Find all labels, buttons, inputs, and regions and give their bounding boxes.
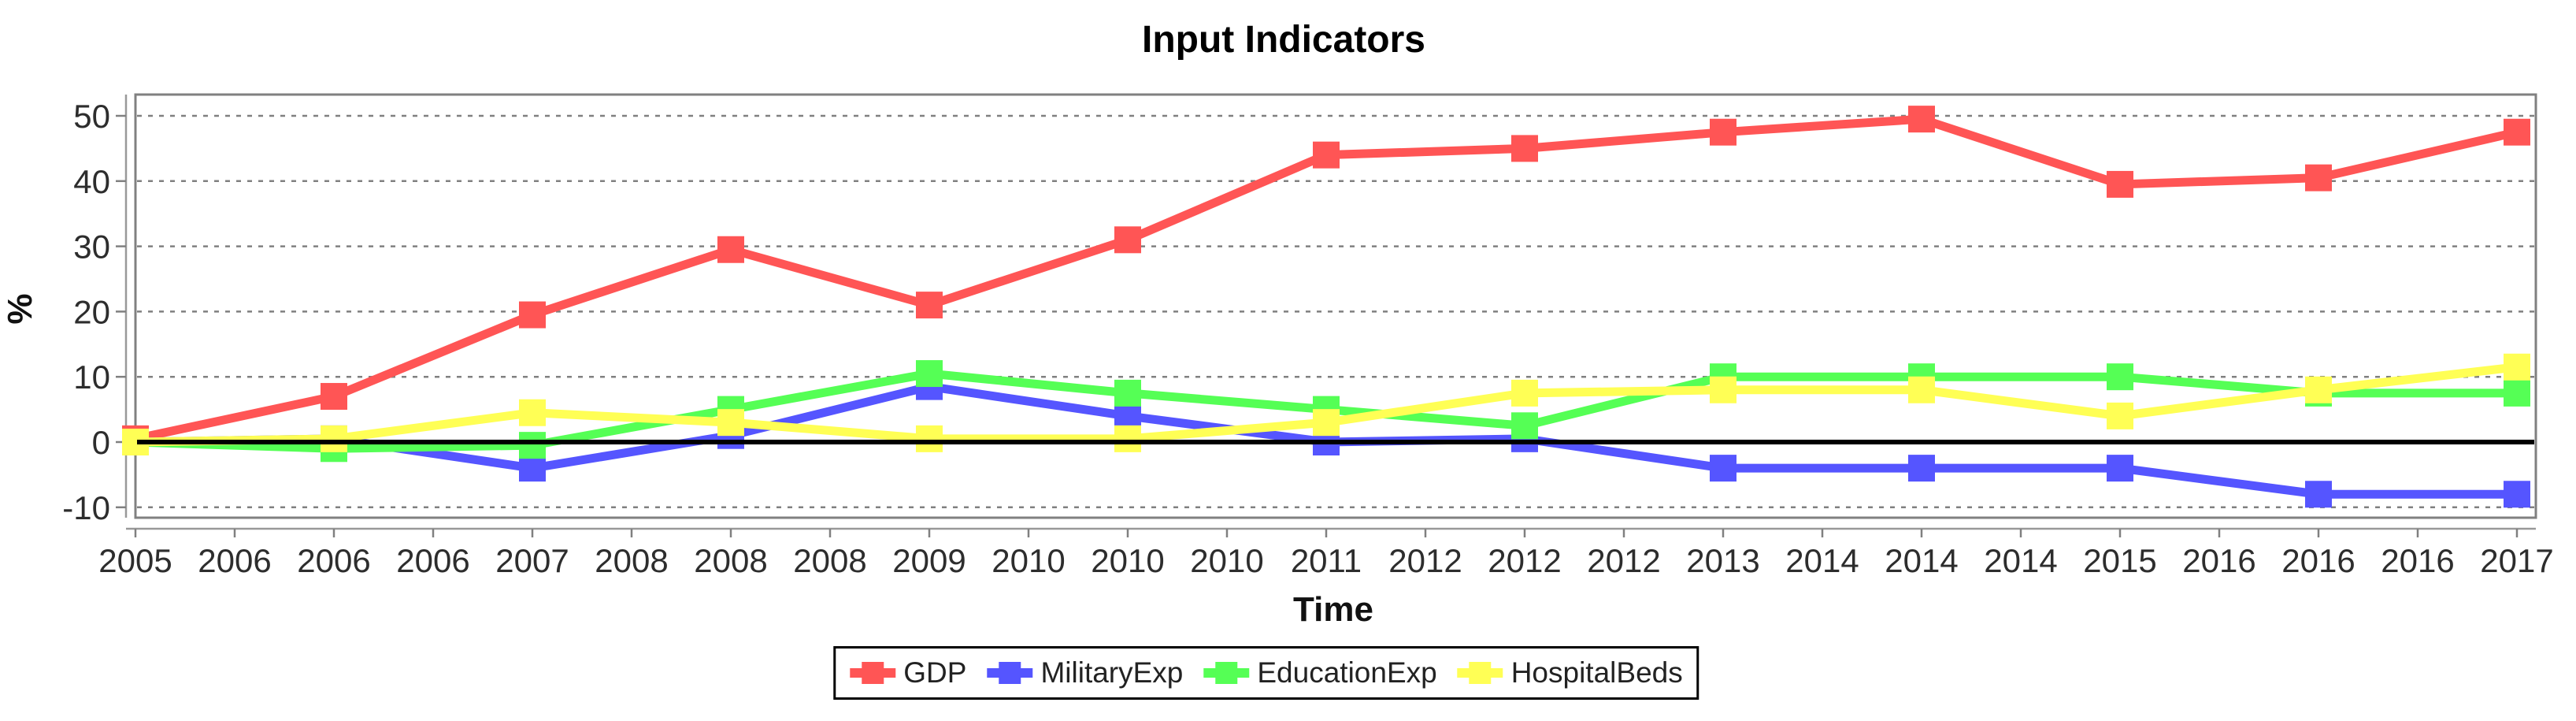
x-axis-title: Time bbox=[1293, 590, 1373, 629]
data-point-HospitalBeds-2012 bbox=[1511, 379, 1538, 407]
x-tick-label: 2007 bbox=[495, 542, 569, 579]
legend-marker-square bbox=[999, 662, 1021, 684]
legend: GDP MilitaryExp EducationExp HospitalBeds bbox=[833, 646, 1699, 700]
legend-marker-square bbox=[862, 662, 884, 684]
legend-marker-icon bbox=[1457, 662, 1503, 684]
data-point-EducationExp-2007 bbox=[519, 432, 546, 459]
data-point-MilitaryExp-2016 bbox=[2305, 481, 2332, 508]
data-point-GDP-2009 bbox=[916, 292, 943, 319]
legend-item-HospitalBeds: HospitalBeds bbox=[1457, 656, 1683, 689]
data-point-GDP-2015 bbox=[2107, 170, 2133, 198]
y-tick-label: 50 bbox=[73, 98, 110, 135]
x-tick-label: 2017 bbox=[2480, 542, 2553, 579]
data-point-GDP-2013 bbox=[1710, 118, 1736, 146]
series-layer bbox=[122, 106, 2530, 508]
x-tick-label: 2012 bbox=[1587, 542, 1660, 579]
x-tick-label: 2011 bbox=[1291, 542, 1362, 579]
legend-item-GDP: GDP bbox=[850, 656, 966, 689]
data-point-HospitalBeds-2009 bbox=[916, 425, 943, 452]
x-tick-label: 2006 bbox=[297, 542, 370, 579]
data-point-MilitaryExp-2007 bbox=[519, 455, 546, 482]
data-point-GDP-2006 bbox=[321, 383, 347, 411]
data-point-HospitalBeds-2010 bbox=[1114, 425, 1141, 452]
data-point-EducationExp-2017 bbox=[2504, 379, 2530, 407]
data-point-MilitaryExp-2013 bbox=[1710, 455, 1736, 482]
data-point-GDP-2014 bbox=[1908, 106, 1935, 133]
legend-label: MilitaryExp bbox=[1040, 656, 1184, 689]
x-tick-label: 2014 bbox=[1885, 542, 1958, 579]
data-point-EducationExp-2009 bbox=[916, 360, 943, 388]
data-point-HospitalBeds-2013 bbox=[1710, 376, 1736, 403]
data-point-MilitaryExp-2017 bbox=[2504, 481, 2530, 508]
x-tick-label: 2016 bbox=[2381, 542, 2454, 579]
x-tick-label: 2008 bbox=[595, 542, 668, 579]
data-point-HospitalBeds-2015 bbox=[2107, 402, 2133, 429]
data-point-HospitalBeds-2008 bbox=[717, 409, 744, 437]
data-point-MilitaryExp-2010 bbox=[1114, 402, 1141, 429]
data-point-MilitaryExp-2014 bbox=[1908, 455, 1935, 482]
x-tick-label: 2006 bbox=[198, 542, 271, 579]
legend-marker-icon bbox=[850, 662, 896, 684]
data-point-GDP-2012 bbox=[1511, 135, 1538, 162]
legend-marker-square bbox=[1215, 662, 1238, 684]
y-tick-label: 0 bbox=[92, 424, 110, 461]
data-point-GDP-2010 bbox=[1114, 226, 1141, 254]
data-point-EducationExp-2015 bbox=[2107, 363, 2133, 391]
data-point-GDP-2011 bbox=[1313, 141, 1340, 169]
legend-item-MilitaryExp: MilitaryExp bbox=[987, 656, 1183, 689]
x-tick-label: 2016 bbox=[2182, 542, 2255, 579]
legend-item-EducationExp: EducationExp bbox=[1203, 656, 1437, 689]
data-point-EducationExp-2010 bbox=[1114, 379, 1141, 407]
legend-label: EducationExp bbox=[1257, 656, 1437, 689]
y-tick-label: 10 bbox=[73, 359, 110, 396]
data-point-GDP-2008 bbox=[717, 236, 744, 263]
x-tick-label: 2016 bbox=[2281, 542, 2355, 579]
data-point-HospitalBeds-2016 bbox=[2305, 376, 2332, 403]
y-tick-label: 40 bbox=[73, 163, 110, 200]
x-tick-label: 2014 bbox=[1785, 542, 1859, 579]
y-axis-title: % bbox=[1, 293, 39, 324]
data-point-GDP-2007 bbox=[519, 301, 546, 329]
legend-marker-icon bbox=[987, 662, 1033, 684]
data-point-EducationExp-2012 bbox=[1511, 412, 1538, 440]
plot-area-border bbox=[134, 93, 2537, 519]
legend-label: HospitalBeds bbox=[1510, 656, 1683, 689]
data-point-HospitalBeds-2011 bbox=[1313, 409, 1340, 437]
x-tick-label: 2014 bbox=[1984, 542, 2057, 579]
legend-label: GDP bbox=[903, 656, 967, 689]
x-tick-label: 2010 bbox=[1091, 542, 1164, 579]
data-point-GDP-2017 bbox=[2504, 118, 2530, 146]
y-tick-label: -10 bbox=[62, 489, 110, 526]
x-tick-label: 2008 bbox=[694, 542, 767, 579]
legend-marker-square bbox=[1469, 662, 1492, 684]
data-point-HospitalBeds-2017 bbox=[2504, 353, 2530, 381]
data-point-GDP-2016 bbox=[2305, 164, 2332, 191]
data-point-HospitalBeds-2007 bbox=[519, 399, 546, 426]
legend-marker-icon bbox=[1203, 662, 1250, 684]
x-tick-label: 2008 bbox=[793, 542, 866, 579]
x-tick-label: 2015 bbox=[2083, 542, 2156, 579]
x-tick-label: 2006 bbox=[396, 542, 469, 579]
x-tick-label: 2005 bbox=[98, 542, 172, 579]
y-tick-label: 30 bbox=[73, 229, 110, 266]
x-tick-label: 2013 bbox=[1686, 542, 1759, 579]
x-tick-label: 2009 bbox=[892, 542, 966, 579]
data-point-MilitaryExp-2015 bbox=[2107, 455, 2133, 482]
chart-title: Input Indicators bbox=[1142, 19, 1425, 61]
data-point-HospitalBeds-2006 bbox=[321, 425, 347, 452]
x-tick-label: 2012 bbox=[1388, 542, 1462, 579]
y-tick-label: 20 bbox=[73, 293, 110, 330]
x-tick-label: 2012 bbox=[1488, 542, 1561, 579]
x-tick-label: 2010 bbox=[991, 542, 1065, 579]
x-tick-label: 2010 bbox=[1190, 542, 1263, 579]
data-point-HospitalBeds-2014 bbox=[1908, 376, 1935, 403]
